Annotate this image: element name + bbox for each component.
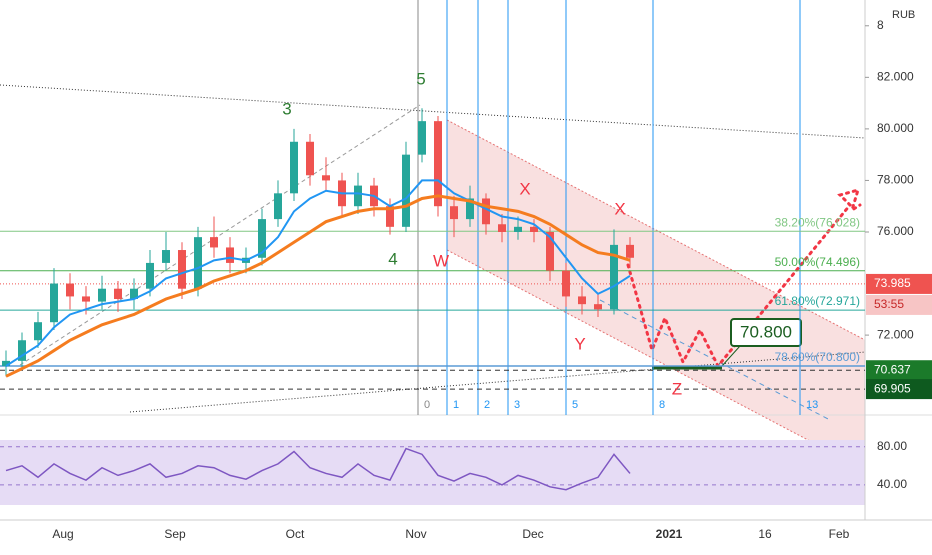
y-tick-label: 8 xyxy=(877,18,884,32)
target-pointer xyxy=(721,345,741,367)
wave-label: 5 xyxy=(416,69,425,88)
price-tag-label: 70.637 xyxy=(874,362,911,376)
price-tag xyxy=(866,360,932,381)
time-zone-label: 13 xyxy=(806,399,818,411)
candle-body xyxy=(626,244,634,258)
x-tick-label: 16 xyxy=(758,527,772,541)
candle-body xyxy=(530,226,538,232)
candle-body xyxy=(514,226,522,232)
wave-label: 3 xyxy=(282,99,291,118)
y-tick-label: 72.000 xyxy=(877,327,914,341)
x-tick-label: 2021 xyxy=(656,527,683,541)
channel-edge xyxy=(446,249,866,471)
candle-body xyxy=(562,270,570,297)
price-tag xyxy=(866,379,932,400)
moving-average xyxy=(5,179,631,367)
candle-body xyxy=(130,288,138,300)
candle-body xyxy=(66,283,74,297)
candle-body xyxy=(610,244,618,310)
candle-body xyxy=(18,340,26,361)
price-tag-label: 73.985 xyxy=(874,276,911,290)
rsi-line xyxy=(5,447,631,491)
candle-body xyxy=(290,141,298,194)
price-tag-label: 69.905 xyxy=(874,381,911,395)
fib-label: 38.20%(76.028) xyxy=(775,215,860,229)
rsi-tick-label: 40.00 xyxy=(877,477,907,491)
currency: RUB xyxy=(892,9,915,21)
fib-label: 50.00%(74.496) xyxy=(775,255,860,269)
time-zone-label: 0 xyxy=(424,399,430,411)
x-tick-label: Aug xyxy=(52,527,73,541)
candle-body xyxy=(258,219,266,258)
candle-body xyxy=(402,154,410,227)
countdown-tag xyxy=(866,294,932,315)
wave-label: X xyxy=(519,179,530,198)
wave-label: X xyxy=(614,199,625,218)
candle-body xyxy=(434,121,442,207)
time-zone-label: 8 xyxy=(659,399,665,411)
candle-body xyxy=(34,322,42,341)
wave-label: Z xyxy=(672,379,682,398)
candle-body xyxy=(162,250,170,263)
candle-body xyxy=(306,141,314,176)
candle-body xyxy=(594,304,602,310)
candle-body xyxy=(450,206,458,220)
x-tick-label: Nov xyxy=(405,527,426,541)
y-tick-label: 82.000 xyxy=(877,70,914,84)
candle-body xyxy=(82,296,90,302)
target-box xyxy=(730,318,802,347)
wave-label: W xyxy=(433,251,449,270)
candle-body xyxy=(194,237,202,289)
fib-label: 78.60%(70.800) xyxy=(775,350,860,364)
x-tick-label: Feb xyxy=(829,527,850,541)
candle-body xyxy=(146,262,154,289)
x-tick-label: Sep xyxy=(164,527,186,541)
wave-label: Y xyxy=(574,334,585,353)
fib-label: 61.80%(72.971) xyxy=(775,294,860,308)
rsi-tick-label: 80.00 xyxy=(877,439,907,453)
channel xyxy=(447,120,865,470)
countdown: 53:55 xyxy=(874,297,904,311)
y-tick-label: 76.000 xyxy=(877,224,914,238)
candle-body xyxy=(578,296,586,305)
time-zone-label: 2 xyxy=(484,399,490,411)
x-tick-label: Oct xyxy=(286,527,305,541)
target-label: 70.800 xyxy=(740,322,792,341)
candle-body xyxy=(482,198,490,225)
x-tick-label: Dec xyxy=(522,527,543,541)
candle-body xyxy=(322,175,330,181)
rsi-pane xyxy=(0,440,865,505)
y-tick-label: 80.000 xyxy=(877,121,914,135)
moving-average xyxy=(5,194,631,378)
time-zone-label: 1 xyxy=(453,399,459,411)
trend-line xyxy=(0,84,866,139)
wave-label: 4 xyxy=(388,249,397,268)
candle-body xyxy=(50,283,58,323)
candle-body xyxy=(274,193,282,220)
candle-body xyxy=(226,247,234,263)
price-tag xyxy=(866,273,932,294)
candle-body xyxy=(418,121,426,155)
time-zone-label: 5 xyxy=(572,399,578,411)
candle-body xyxy=(178,250,186,289)
candle-body xyxy=(546,231,554,271)
wave-line xyxy=(19,104,421,366)
candle-body xyxy=(386,206,394,227)
candle-body xyxy=(114,288,122,300)
candle-body xyxy=(2,360,10,367)
candle-body xyxy=(354,185,362,207)
candle-body xyxy=(210,237,218,248)
y-tick-label: 78.000 xyxy=(877,173,914,187)
channel-edge xyxy=(446,119,866,341)
candle-body xyxy=(466,198,474,220)
candle-body xyxy=(98,288,106,302)
time-zone-label: 3 xyxy=(514,399,520,411)
candle-body xyxy=(498,224,506,232)
